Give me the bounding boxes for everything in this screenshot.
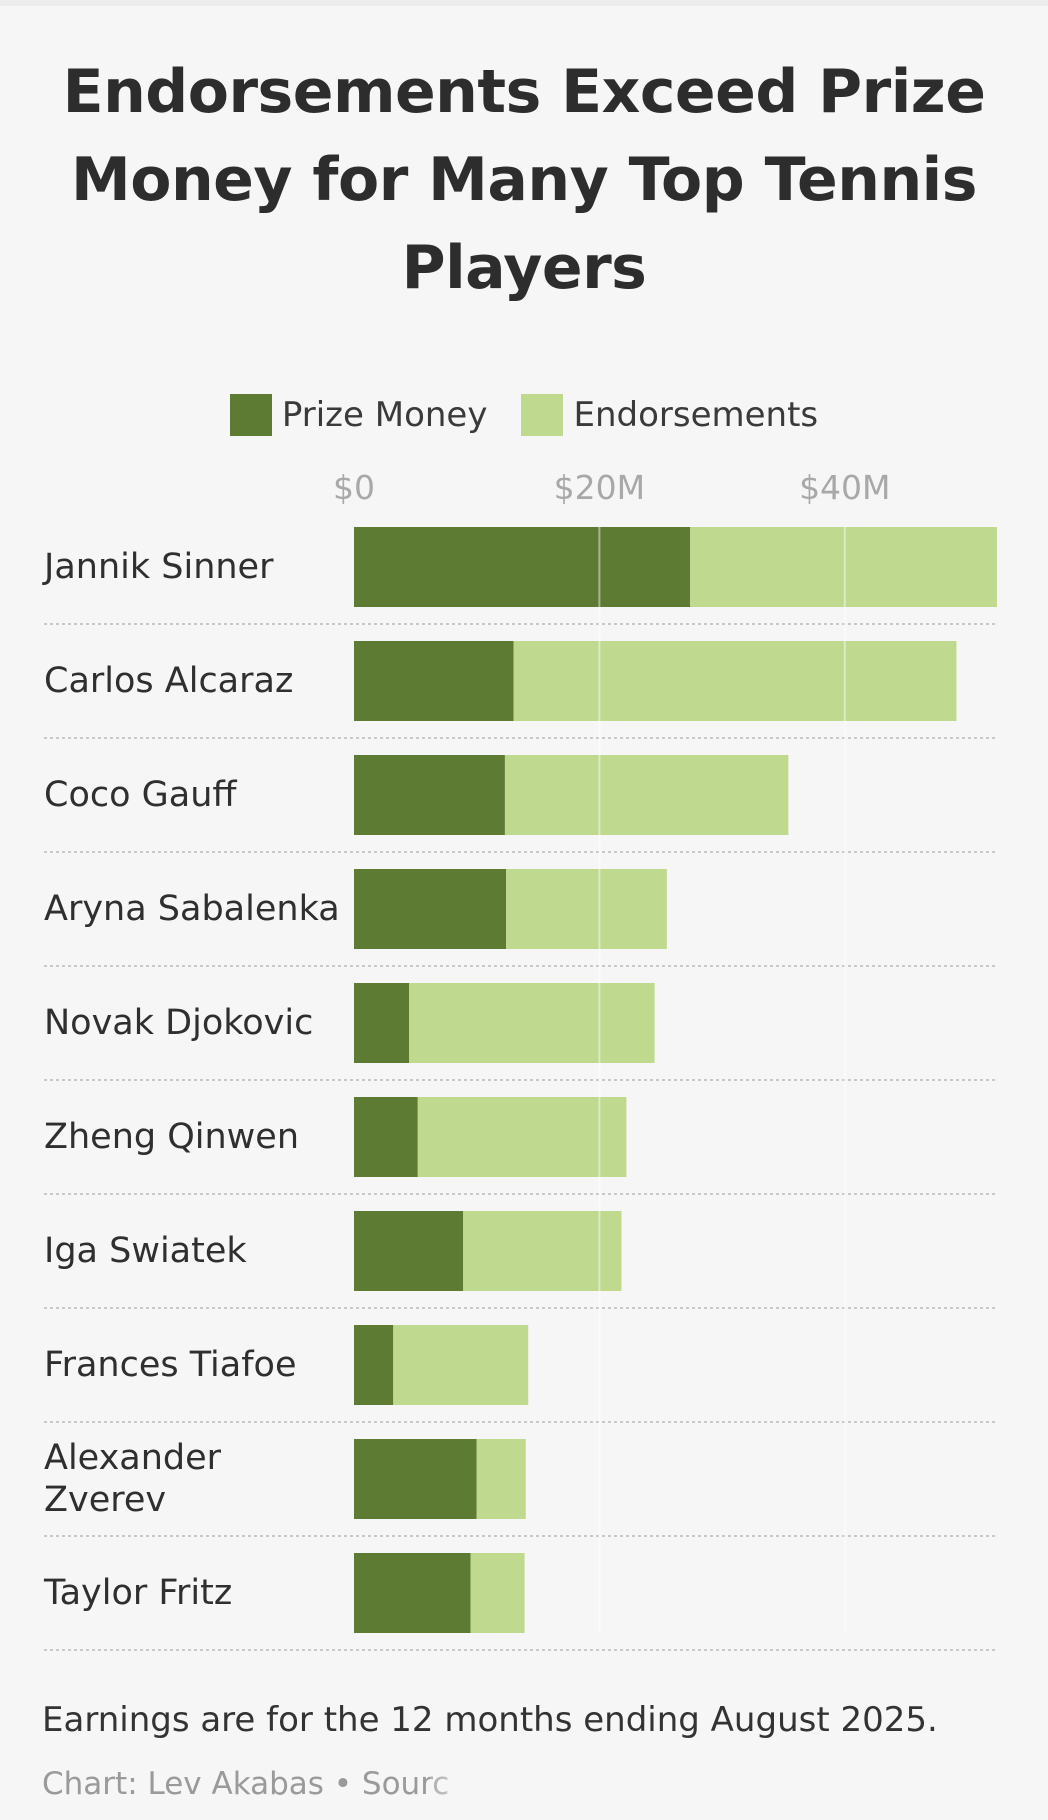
bar-endorsements bbox=[476, 1439, 526, 1519]
bar-endorsements bbox=[393, 1325, 529, 1405]
category-label: Novak Djokovic bbox=[44, 1003, 314, 1043]
legend-label-prize: Prize Money bbox=[281, 395, 488, 435]
category-label: Jannik Sinner bbox=[44, 547, 274, 587]
bar-prize-money bbox=[354, 1439, 477, 1519]
bar-prize-money bbox=[354, 1211, 464, 1291]
credit-line: Chart: Lev Akabas • Sourc bbox=[42, 1766, 450, 1802]
category-label: Iga Swiatek bbox=[44, 1231, 247, 1271]
bar-prize-money bbox=[354, 869, 507, 949]
bar-prize-money bbox=[354, 755, 505, 835]
bar-endorsements bbox=[417, 1097, 627, 1177]
x-tick-label: $0 bbox=[333, 468, 375, 507]
legend-swatch-endorsements bbox=[521, 394, 564, 436]
category-label: Carlos Alcaraz bbox=[44, 661, 294, 701]
bar-chart bbox=[44, 527, 998, 1651]
bar-prize-money bbox=[354, 527, 691, 607]
bar-endorsements bbox=[409, 983, 655, 1063]
legend-label-endorsements: Endorsements bbox=[573, 395, 819, 435]
bar-endorsements bbox=[513, 641, 957, 721]
bar-endorsements bbox=[463, 1211, 622, 1291]
footnote: Earnings are for the 12 months ending Au… bbox=[42, 1700, 938, 1740]
legend-item-endorsements: Endorsements bbox=[521, 394, 818, 436]
legend: Prize Money Endorsements bbox=[0, 390, 1048, 440]
chart-title: Endorsements Exceed Prize Money for Many… bbox=[62, 57, 986, 303]
bar-prize-money bbox=[354, 983, 410, 1063]
category-label: Zheng Qinwen bbox=[44, 1117, 300, 1157]
bar-endorsements bbox=[470, 1553, 525, 1633]
bar-prize-money bbox=[354, 641, 514, 721]
category-label: Frances Tiafoe bbox=[44, 1345, 297, 1385]
top-bar bbox=[0, 0, 1048, 6]
x-tick-label: $40M bbox=[799, 468, 891, 507]
bar-prize-money bbox=[354, 1097, 418, 1177]
category-label: Coco Gauff bbox=[44, 775, 237, 815]
category-label: Taylor Fritz bbox=[44, 1573, 233, 1613]
bar-prize-money bbox=[354, 1553, 471, 1633]
bar-endorsements bbox=[506, 869, 667, 949]
bar-endorsements bbox=[690, 527, 997, 607]
x-tick-label: $20M bbox=[553, 468, 646, 507]
category-label: Aryna Sabalenka bbox=[44, 889, 340, 929]
category-label: Alexander Zverev bbox=[44, 1438, 222, 1520]
bar-prize-money bbox=[354, 1325, 394, 1405]
legend-item-prize: Prize Money bbox=[229, 394, 488, 436]
legend-swatch-prize bbox=[229, 394, 272, 436]
watermark-overlay bbox=[430, 1770, 630, 1808]
bar-endorsements bbox=[504, 755, 789, 835]
